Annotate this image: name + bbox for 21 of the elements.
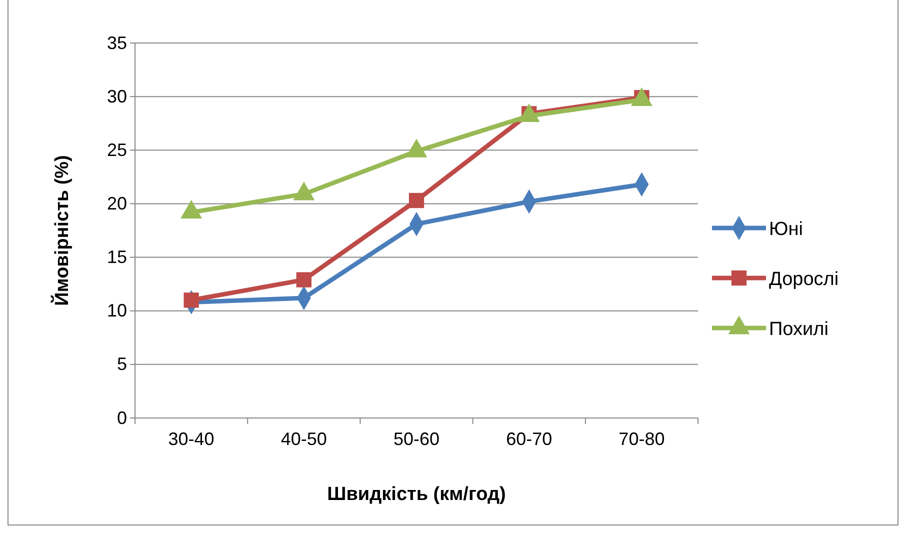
x-tick-label: 50-60 — [393, 428, 440, 449]
x-tick-label: 70-80 — [618, 428, 665, 449]
x-tick-label: 60-70 — [506, 428, 552, 449]
y-tick-label: 30 — [106, 86, 127, 106]
legend-label: Юні — [769, 219, 803, 240]
y-tick-label: 5 — [116, 354, 127, 374]
y-tick-label: 10 — [106, 300, 127, 321]
y-axis-title: Ймовірність (%) — [50, 155, 73, 306]
legend-label: Похилі — [769, 319, 828, 340]
x-tick-label: 40-50 — [280, 428, 327, 449]
y-tick-label: 0 — [116, 408, 127, 428]
legend-label: Дорослі — [769, 269, 839, 290]
point — [296, 272, 312, 288]
y-tick-label: 25 — [106, 140, 127, 160]
y-tick-label: 20 — [106, 193, 127, 214]
y-tick-label: 15 — [106, 247, 127, 268]
y-tick-label: 35 — [106, 32, 127, 53]
point — [184, 292, 199, 308]
point — [408, 192, 424, 208]
x-axis-title: Швидкість (км/год) — [327, 484, 506, 505]
x-tick-label: 30-40 — [168, 428, 214, 449]
